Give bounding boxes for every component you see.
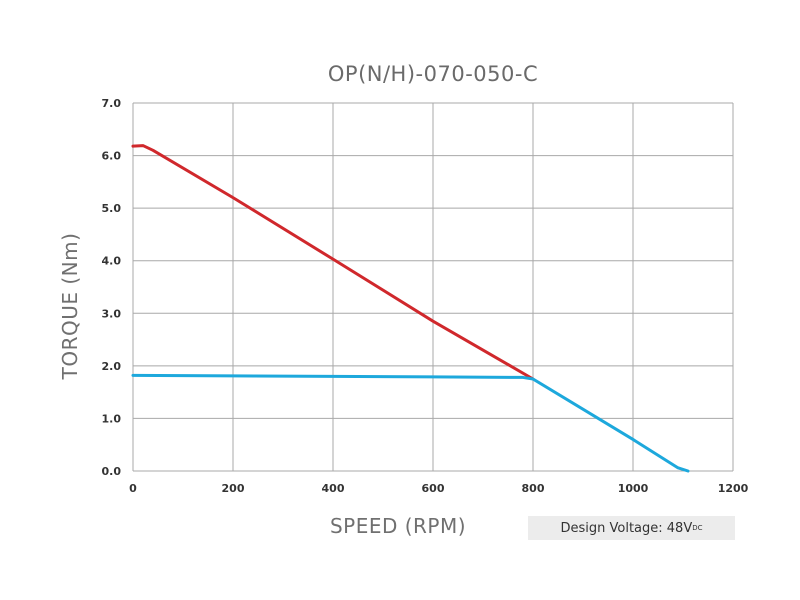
chart-title: OP(N/H)-070-050-C (327, 62, 539, 86)
grid (132, 102, 734, 472)
y-tick-label: 0.0 (102, 465, 122, 478)
design-voltage-annotation: Design Voltage: 48V DC (528, 516, 735, 540)
design-voltage-text: Design Voltage: 48V (560, 520, 693, 536)
y-axis-label: TORQUE (Nm) (58, 232, 82, 380)
design-voltage-subscript: DC (692, 524, 703, 532)
x-tick-label: 200 (222, 482, 245, 495)
y-tick-label: 7.0 (102, 97, 122, 110)
series-line-1 (131, 373, 690, 473)
y-tick-label: 4.0 (102, 255, 122, 268)
y-tick-label: 5.0 (102, 202, 122, 215)
x-tick-label: 1000 (618, 482, 649, 495)
tick-labels: 0 200 400 600 800 1000 1200 0.0 1.0 2.0 3.0 4.0 5.0 6… (102, 97, 749, 495)
x-axis-label: SPEED (RPM) (329, 514, 467, 538)
y-tick-label: 2.0 (102, 360, 122, 373)
series-lines (131, 144, 690, 473)
y-tick-label: 6.0 (102, 150, 122, 163)
y-tick-label: 3.0 (102, 307, 122, 320)
x-tick-label: 1200 (718, 482, 749, 495)
x-tick-label: 0 (129, 482, 137, 495)
x-tick-label: 400 (322, 482, 345, 495)
series-line-0 (131, 144, 535, 381)
x-tick-label: 800 (522, 482, 545, 495)
y-tick-label: 1.0 (102, 412, 122, 425)
x-tick-label: 600 (422, 482, 445, 495)
